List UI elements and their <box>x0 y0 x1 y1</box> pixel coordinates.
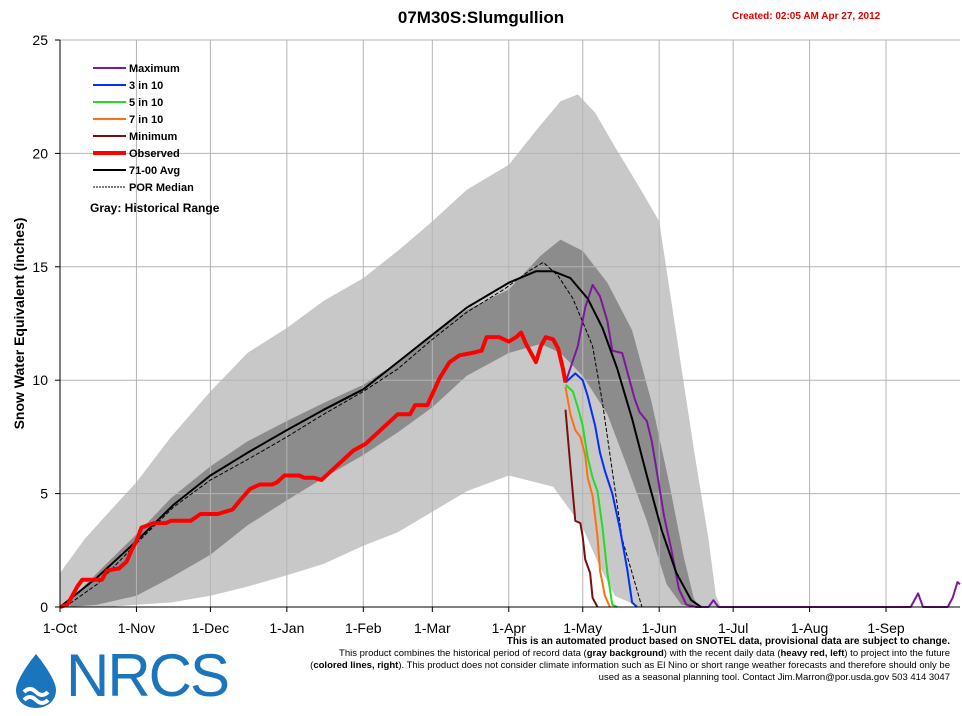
axes: 0 5 10 15 20 25 1-Oct 1-Nov 1-Dec 1-Jan 1-Feb 1-Mar… <box>32 32 960 636</box>
series-5-in-10 <box>564 383 618 608</box>
x-tick-label: 1-Jul <box>718 620 748 636</box>
series-observed <box>59 330 568 609</box>
legend: Maximum 3 in 10 5 in 10 7 in 10 Minimum Obser… <box>90 63 220 215</box>
series-3-in-10 <box>564 372 638 608</box>
chart-title: 07M30S:Slumgullion <box>397 8 565 27</box>
x-tick-label: 1-Apr <box>492 620 527 636</box>
y-tick-label: 0 <box>40 599 48 615</box>
y-axis-label: Snow Water Equivalent (inches) <box>11 218 27 430</box>
y-tick-label: 5 <box>40 486 48 502</box>
x-tick-label: 1-Aug <box>791 620 828 636</box>
legend-label: POR Median <box>129 182 194 194</box>
x-tick-label: 1-Mar <box>414 620 451 636</box>
legend-note: Gray: Historical Range <box>90 201 220 215</box>
nrcs-logo-text: NRCS <box>66 642 230 709</box>
disclaimer-heading: This is an automated product based on SN… <box>506 636 950 647</box>
historical-range-bands <box>60 40 960 607</box>
x-tick-label: 1-Sep <box>867 620 905 636</box>
disclaimer-emphasis: colored lines, right <box>313 660 399 671</box>
x-tick-label: 1-Oct <box>43 620 77 636</box>
x-tick-label: 1-Nov <box>118 620 155 636</box>
disclaimer-emphasis: gray background <box>586 648 664 659</box>
water-drop-icon <box>16 654 56 708</box>
y-tick-label: 20 <box>32 145 48 161</box>
x-tick-label: 1-Feb <box>345 620 382 636</box>
y-tick-label: 15 <box>32 259 48 275</box>
disclaimer-text: ). This product does not consider climat… <box>398 660 950 683</box>
disclaimer-text: ) to project into the future ( <box>310 648 950 671</box>
created-timestamp: Created: 02:05 AM Apr 27, 2012 <box>732 11 881 22</box>
historical-range-inner <box>69 239 699 607</box>
series-71-00-avg <box>59 270 702 608</box>
disclaimer-text: ) with the recent daily data ( <box>663 648 781 659</box>
legend-label: 5 in 10 <box>129 97 163 109</box>
x-tick-label: 1-Jan <box>269 620 304 636</box>
series-lines <box>59 261 961 609</box>
legend-label: Observed <box>129 148 180 160</box>
y-tick-label: 25 <box>32 32 48 48</box>
series-maximum <box>564 283 961 608</box>
y-tick-label: 10 <box>32 372 48 388</box>
series-minimum <box>564 409 599 608</box>
disclaimer-emphasis: heavy red, left <box>780 648 845 659</box>
legend-label: Minimum <box>129 131 177 143</box>
disclaimer-body: This product combines the historical per… <box>310 648 950 684</box>
disclaimer: This is an automated product based on SN… <box>310 636 950 684</box>
disclaimer-text: This product combines the historical per… <box>339 648 587 659</box>
series-7-in-10 <box>564 386 611 608</box>
series-por-median <box>64 261 643 608</box>
legend-label: 3 in 10 <box>129 80 163 92</box>
x-tick-label: 1-Dec <box>192 620 229 636</box>
x-tick-label: 1-May <box>563 620 602 636</box>
legend-label: Maximum <box>129 63 180 75</box>
x-tick-label: 1-Jun <box>642 620 677 636</box>
legend-label: 71-00 Avg <box>129 165 180 177</box>
legend-label: 7 in 10 <box>129 114 163 126</box>
